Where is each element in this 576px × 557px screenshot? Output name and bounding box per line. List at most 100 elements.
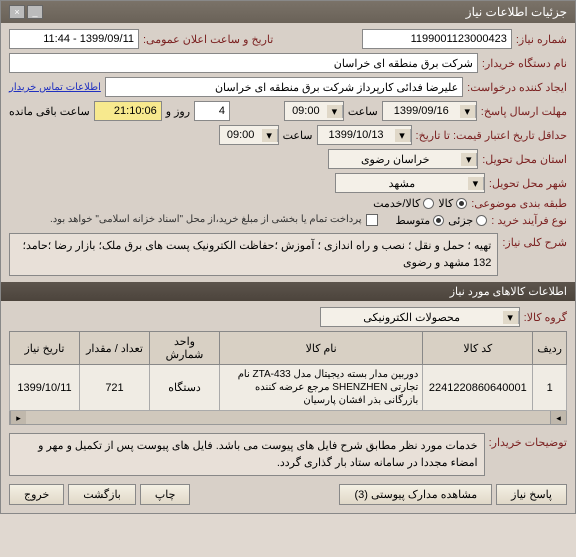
cell-qty: 721 [80, 365, 150, 411]
main-desc-box: تهیه ؛ حمل و نقل ؛ نصب و راه اندازی ؛ آم… [9, 233, 498, 276]
remain-days-field: 4 [194, 101, 230, 121]
province-dropdown[interactable]: ▾ خراسان رضوی [328, 149, 478, 169]
main-desc-text: تهیه ؛ حمل و نقل ؛ نصب و راه اندازی ؛ آم… [22, 240, 491, 269]
budget-goods-radio[interactable]: کالا [438, 197, 467, 210]
cell-unit: دستگاه [150, 365, 220, 411]
process-low-radio[interactable]: جزئی [448, 214, 487, 227]
attachments-button[interactable]: مشاهده مدارک پیوستی (3) [339, 484, 492, 505]
cell-row: 1 [533, 365, 567, 411]
main-desc-label: شرح کلی نیاز: [502, 233, 567, 249]
titlebar-buttons: _ × [9, 5, 43, 19]
process-mid-radio[interactable]: متوسط [396, 214, 445, 227]
announce-value: 1399/09/11 - 11:44 [43, 33, 134, 45]
time-label-1: ساعت [348, 105, 378, 118]
credit-date-dropdown[interactable]: ▾ 1399/10/13 [317, 125, 412, 145]
announce-field: 1399/09/11 - 11:44 [9, 29, 139, 49]
answer-button[interactable]: پاسخ نیاز [496, 484, 567, 505]
group-dropdown[interactable]: ▾ محصولات الکترونیکی [320, 307, 520, 327]
table-scrollbar[interactable]: ◂ ▸ [9, 411, 567, 425]
cell-code: 2241220860640001 [423, 365, 533, 411]
buyer-desc-label: توضیحات خریدار: [489, 433, 567, 449]
table-row[interactable]: 1 2241220860640001 دوربین مدار بسته دیجی… [10, 365, 567, 411]
window-title: جزئیات اطلاعات نیاز [466, 5, 567, 19]
credit-time-value: 09:00 [220, 129, 262, 141]
buyer-desc-text: خدمات مورد نظر مطابق شرح فایل های پیوست … [38, 440, 477, 469]
scroll-left-icon: ◂ [550, 411, 566, 424]
scroll-track [26, 411, 550, 424]
chevron-down-icon: ▾ [460, 105, 476, 118]
buyer-desc-box: خدمات مورد نظر مطابق شرح فایل های پیوست … [9, 433, 485, 476]
radio-icon [423, 198, 434, 209]
remain-day-label: روز و [166, 105, 190, 118]
deadline-time-dropdown[interactable]: ▾ 09:00 [284, 101, 344, 121]
cell-date: 1399/10/11 [10, 365, 80, 411]
exit-button[interactable]: خروج [9, 484, 64, 505]
content: شماره نیاز: 1199001123000423 تاریخ و ساع… [1, 23, 575, 513]
creator-value: علیرضا فدائی کارپرداز شرکت برق منطقه ای … [110, 81, 458, 94]
time-label-2: ساعت [283, 129, 313, 142]
group-label: گروه کالا: [524, 311, 567, 324]
need-number-label: شماره نیاز: [516, 33, 567, 46]
chevron-down-icon: ▾ [395, 129, 411, 142]
credit-time-dropdown[interactable]: ▾ 09:00 [219, 125, 279, 145]
deadline-label: مهلت ارسال پاسخ: [481, 105, 567, 118]
cell-name: دوربین مدار بسته دیجیتال مدل ZTA-433 نام… [220, 365, 423, 411]
radio-selected-icon [433, 215, 444, 226]
col-row: ردیف [533, 332, 567, 365]
process-label: نوع فرآیند خرید : [491, 214, 567, 227]
chevron-down-icon: ▾ [503, 311, 519, 324]
treasury-checkbox[interactable] [366, 214, 378, 226]
checkbox-icon [366, 214, 378, 226]
footer-buttons: خروج بازگشت چاپ مشاهده مدارک پیوستی (3) … [9, 484, 567, 505]
org-label: نام دستگاه خریدار: [482, 57, 567, 70]
minimize-button[interactable]: _ [27, 5, 43, 19]
col-date: تاریخ نیاز [10, 332, 80, 365]
col-qty: تعداد / مقدار [80, 332, 150, 365]
radio-icon [476, 215, 487, 226]
deadline-date-dropdown[interactable]: ▾ 1399/09/16 [382, 101, 477, 121]
budget-goods-label: کالا [438, 197, 453, 210]
col-unit: واحد شمارش [150, 332, 220, 365]
window: جزئیات اطلاعات نیاز _ × شماره نیاز: 1199… [0, 0, 576, 514]
budget-service-label: کالا/خدمت [373, 197, 420, 210]
remain-clock-field: 21:10:06 [94, 101, 162, 121]
budget-label: طبقه بندی موضوعی: [471, 197, 567, 210]
need-number-value: 1199001123000423 [411, 33, 507, 45]
need-number-field: 1199001123000423 [362, 29, 512, 49]
creator-field: علیرضا فدائی کارپرداز شرکت برق منطقه ای … [105, 77, 463, 97]
credit-label: حداقل تاریخ اعتبار قیمت: تا تاریخ: [416, 129, 567, 142]
contact-link[interactable]: اطلاعات تماس خریدار [9, 82, 101, 93]
province-value: خراسان رضوی [329, 153, 461, 166]
chevron-down-icon: ▾ [468, 177, 484, 190]
creator-label: ایجاد کننده درخواست: [467, 81, 567, 94]
process-low-label: جزئی [448, 214, 473, 227]
city-dropdown[interactable]: ▾ مشهد [335, 173, 485, 193]
chevron-down-icon: ▾ [461, 153, 477, 166]
remain-clock-value: 21:10:06 [114, 105, 157, 117]
titlebar: جزئیات اطلاعات نیاز _ × [1, 1, 575, 23]
deadline-time-value: 09:00 [285, 105, 327, 117]
section-goods-header: اطلاعات کالاهای مورد نیاز [1, 282, 575, 301]
print-button[interactable]: چاپ [140, 484, 191, 505]
deadline-date-value: 1399/09/16 [383, 105, 460, 117]
announce-label: تاریخ و ساعت اعلان عمومی: [143, 33, 273, 46]
org-value: شرکت برق منطقه ای خراسان [14, 57, 473, 70]
col-code: کد کالا [423, 332, 533, 365]
budget-service-radio[interactable]: کالا/خدمت [373, 197, 434, 210]
goods-table: ردیف کد کالا نام کالا واحد شمارش تعداد /… [9, 331, 567, 411]
process-note: پرداخت تمام یا بخشی از مبلغ خرید،از محل … [9, 214, 362, 225]
close-button[interactable]: × [9, 5, 25, 19]
remain-days-value: 4 [219, 105, 225, 117]
city-label: شهر محل تحویل: [489, 177, 567, 190]
scroll-right-icon: ▸ [10, 411, 26, 424]
chevron-down-icon: ▾ [262, 129, 278, 142]
radio-selected-icon [456, 198, 467, 209]
group-value: محصولات الکترونیکی [321, 311, 503, 324]
back-button[interactable]: بازگشت [68, 484, 136, 505]
chevron-down-icon: ▾ [327, 105, 343, 118]
col-name: نام کالا [220, 332, 423, 365]
city-value: مشهد [336, 177, 468, 190]
province-label: استان محل تحویل: [482, 153, 567, 166]
credit-date-value: 1399/10/13 [318, 129, 395, 141]
org-field: شرکت برق منطقه ای خراسان [9, 53, 478, 73]
